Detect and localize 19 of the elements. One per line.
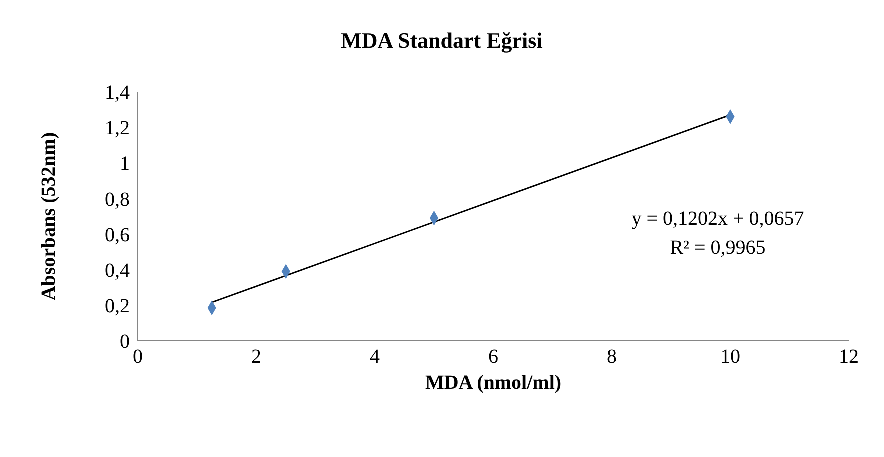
y-tick-label: 0,6 [105, 224, 130, 246]
x-tick-label: 6 [488, 346, 498, 368]
annotation: R² = 0,9965 [669, 237, 767, 260]
x-tick-label: 12 [839, 346, 859, 368]
y-tick-label: 0,8 [105, 188, 130, 211]
x-tick-label: 10 [720, 346, 740, 368]
x-tick-label: 8 [607, 346, 617, 368]
y-tick-label: 0 [120, 331, 130, 354]
y-tick-label: 0,2 [105, 296, 130, 318]
x-tick-label: 4 [370, 346, 380, 368]
y-tick-label: 1 [120, 153, 130, 176]
chart-title: MDA Standart Eğrisi [340, 28, 544, 54]
y-axis-title: Absorbans (532nm) [38, 132, 60, 301]
y-tick-label: 0,4 [105, 260, 130, 282]
y-tick-label: 1,4 [105, 82, 130, 104]
y-tick-label: 1,2 [105, 118, 130, 140]
annotation: y = 0,1202x + 0,0657 [630, 208, 806, 231]
x-tick-label: 2 [252, 346, 262, 368]
x-axis-title: MDA (nmol/ml) [425, 372, 562, 394]
